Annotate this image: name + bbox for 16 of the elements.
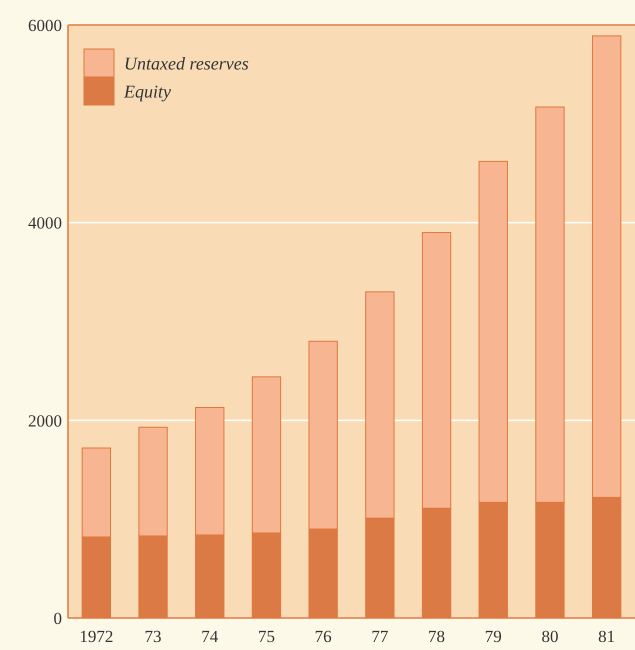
x-tick-label: 1972 xyxy=(79,627,114,646)
y-tick-label: 4000 xyxy=(28,214,62,233)
x-tick-label: 79 xyxy=(484,627,502,646)
x-tick-label: 74 xyxy=(201,627,219,646)
y-tick-label: 0 xyxy=(54,608,62,628)
x-tick-label: 78 xyxy=(428,627,446,646)
legend-label: Equity xyxy=(123,81,171,102)
x-tick-label: 81 xyxy=(598,627,616,646)
x-tick-label: 73 xyxy=(144,627,162,646)
y-tick-label: 2000 xyxy=(28,411,62,430)
x-tick-label: 75 xyxy=(258,627,275,646)
x-tick-label: 77 xyxy=(371,627,389,646)
x-tick-label: 76 xyxy=(314,627,332,646)
x-tick-label: 80 xyxy=(541,627,558,646)
y-tick-label: 6000 xyxy=(28,16,62,35)
legend-label: Untaxed reserves xyxy=(124,53,249,74)
